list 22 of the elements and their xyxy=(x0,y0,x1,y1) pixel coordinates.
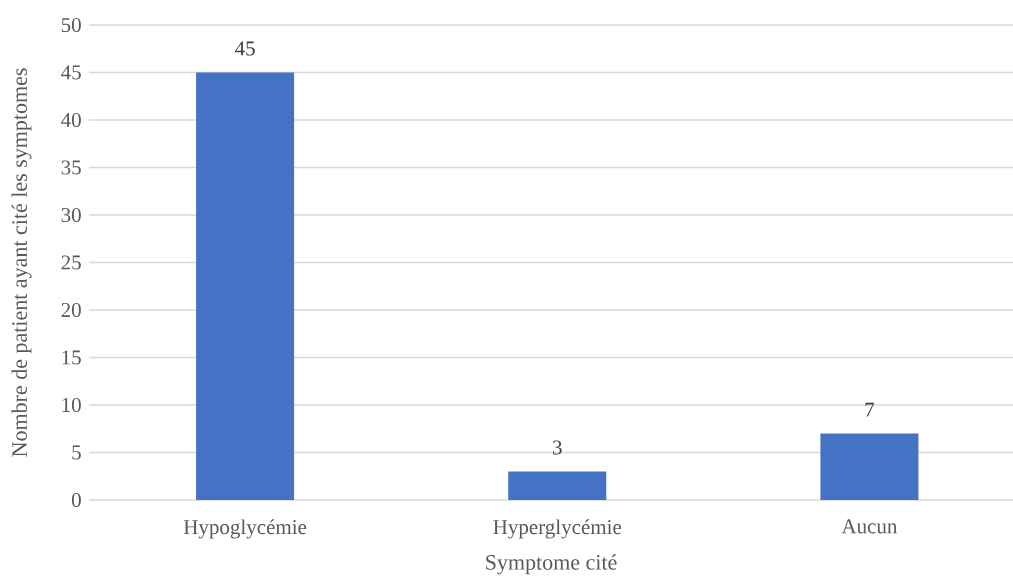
y-tick-label: 0 xyxy=(71,492,81,508)
y-tick-label: 50 xyxy=(61,17,81,33)
y-tick-label: 10 xyxy=(62,397,81,413)
data-label: 45 xyxy=(235,41,255,56)
y-tick-label: 25 xyxy=(61,255,81,270)
y-tick-label: 35 xyxy=(61,160,81,175)
bar xyxy=(508,471,607,500)
x-tick-label: Aucun xyxy=(841,519,898,534)
bar xyxy=(196,72,295,500)
bar xyxy=(820,433,919,500)
y-tick-label: 40 xyxy=(61,112,81,128)
y-tick-label: 30 xyxy=(61,207,81,223)
y-tick-label: 20 xyxy=(61,302,81,318)
x-tick-label: Hypoglycémie xyxy=(183,519,307,539)
y-axis-title: Nombre de patient ayant cité les symptomes xyxy=(11,68,32,457)
x-tick-label: Hyperglycémie xyxy=(493,519,622,539)
data-label: 3 xyxy=(553,440,562,455)
data-label: 7 xyxy=(865,402,875,417)
y-tick-label: 45 xyxy=(61,65,81,80)
x-axis-title: Symptome cité xyxy=(486,554,617,575)
y-tick-label: 5 xyxy=(72,445,81,460)
y-tick-label: 15 xyxy=(62,350,81,365)
